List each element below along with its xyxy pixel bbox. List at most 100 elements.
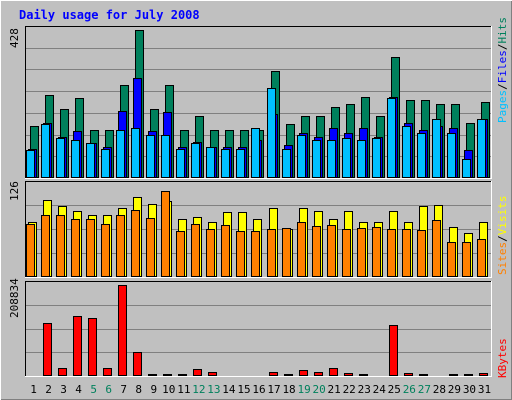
x-tick-label-day-2: 2 <box>45 383 52 396</box>
x-tick-label-day-12: 12 <box>192 383 205 396</box>
legend-separator: / <box>496 44 509 51</box>
bar-sites-day-15 <box>236 231 245 277</box>
x-tick-label-day-18: 18 <box>282 383 295 396</box>
bar-sites-day-4 <box>71 219 80 277</box>
bar-kbytes-day-17 <box>269 372 278 376</box>
legend-pages: Pages <box>496 90 509 123</box>
bar-kbytes-day-25 <box>389 325 398 376</box>
bar-sites-day-30 <box>462 242 471 277</box>
bar-pages-day-19 <box>297 135 306 178</box>
bar-kbytes-day-3 <box>58 368 67 376</box>
visits-sites-panel <box>25 181 492 278</box>
bar-sites-day-14 <box>221 225 230 277</box>
x-tick-label-day-19: 19 <box>297 383 310 396</box>
bar-pages-day-25 <box>387 98 396 178</box>
x-tick-label-day-9: 9 <box>150 383 157 396</box>
bar-pages-day-29 <box>447 133 456 178</box>
bar-pages-day-8 <box>131 128 140 178</box>
bar-pages-day-30 <box>462 159 471 178</box>
kbytes-panel <box>25 281 492 377</box>
x-tick-label-day-22: 22 <box>343 383 356 396</box>
bar-pages-day-20 <box>312 140 321 178</box>
x-tick-label-day-27: 27 <box>418 383 431 396</box>
bar-pages-day-7 <box>116 130 125 178</box>
bar-kbytes-day-5 <box>88 318 97 376</box>
legend-kbytes: KBytes <box>496 338 509 378</box>
bar-pages-day-4 <box>71 140 80 178</box>
bar-pages-day-14 <box>221 149 230 178</box>
bar-pages-day-11 <box>176 149 185 178</box>
x-tick-label-day-17: 17 <box>267 383 280 396</box>
bar-pages-day-22 <box>342 138 351 178</box>
bar-kbytes-day-10 <box>163 374 172 376</box>
bar-pages-day-10 <box>161 135 170 178</box>
bar-pages-day-21 <box>327 140 336 178</box>
bar-kbytes-day-20 <box>314 372 323 376</box>
bar-sites-day-21 <box>327 225 336 277</box>
bar-pages-day-31 <box>477 119 486 178</box>
x-tick-label-day-20: 20 <box>313 383 326 396</box>
legend-separator: / <box>496 235 509 242</box>
bar-kbytes-day-18 <box>284 374 293 376</box>
bar-kbytes-day-4 <box>73 316 82 376</box>
bar-sites-day-29 <box>447 242 456 277</box>
bar-kbytes-day-29 <box>449 374 458 376</box>
bar-sites-day-10 <box>161 191 170 277</box>
bar-kbytes-day-21 <box>329 368 338 376</box>
x-tick-label-day-31: 31 <box>478 383 491 396</box>
bar-sites-day-22 <box>342 229 351 277</box>
legend-hits-files-pages: Pages/Files/Hits <box>496 17 509 123</box>
x-tick-label-day-10: 10 <box>162 383 175 396</box>
bar-pages-day-5 <box>86 143 95 178</box>
hits-files-pages-panel <box>25 26 492 179</box>
bar-pages-day-27 <box>417 133 426 178</box>
legend-hits: Hits <box>496 17 509 44</box>
bar-kbytes-day-2 <box>43 323 52 376</box>
bar-pages-day-12 <box>191 143 200 178</box>
bar-pages-day-16 <box>251 128 260 178</box>
x-tick-label-day-4: 4 <box>75 383 82 396</box>
x-tick-label-day-14: 14 <box>222 383 236 396</box>
plot-area <box>25 281 491 376</box>
x-tick-label-day-15: 15 <box>237 383 250 396</box>
bar-sites-day-11 <box>176 231 185 277</box>
bar-kbytes-day-6 <box>103 368 112 376</box>
bar-pages-day-28 <box>432 119 441 178</box>
bar-kbytes-day-8 <box>133 352 142 376</box>
x-tick-label-day-6: 6 <box>105 383 112 396</box>
y-max-label-hits: 428 <box>8 28 21 48</box>
bar-pages-day-3 <box>56 138 65 178</box>
x-tick-label-day-11: 11 <box>177 383 190 396</box>
svg-text:Sites/Visits: Sites/Visits <box>496 196 509 276</box>
bar-sites-day-13 <box>206 229 215 277</box>
bar-sites-day-5 <box>86 219 95 277</box>
bar-kbytes-day-9 <box>148 374 157 376</box>
bar-pages-day-13 <box>206 147 215 178</box>
x-tick-label-day-13: 13 <box>207 383 220 396</box>
bar-sites-day-12 <box>191 224 200 277</box>
x-tick-label-day-8: 8 <box>135 383 142 396</box>
bar-sites-day-9 <box>146 218 155 277</box>
bar-pages-day-17 <box>267 88 276 178</box>
x-tick-label-day-23: 23 <box>358 383 371 396</box>
bar-sites-day-26 <box>402 229 411 277</box>
bar-pages-day-9 <box>146 135 155 178</box>
bar-pages-day-18 <box>282 149 291 178</box>
bar-sites-day-19 <box>297 222 306 277</box>
legend-kbytes-label: KBytes <box>496 338 509 378</box>
x-tick-label-day-26: 26 <box>403 383 416 396</box>
chart-title: Daily usage for July 2008 <box>19 8 200 22</box>
bar-kbytes-day-7 <box>118 285 127 376</box>
bar-sites-day-25 <box>387 229 396 277</box>
bar-sites-day-1 <box>26 224 35 277</box>
y-max-label-visits: 126 <box>8 181 21 201</box>
bar-kbytes-day-19 <box>299 370 308 376</box>
bar-sites-day-31 <box>477 239 486 277</box>
bar-sites-day-8 <box>131 210 140 277</box>
x-tick-label-day-1: 1 <box>30 383 37 396</box>
y-max-label-kbytes: 208834 <box>8 278 21 318</box>
bar-sites-day-24 <box>372 227 381 277</box>
bar-sites-day-23 <box>357 228 366 277</box>
x-tick-label-day-25: 25 <box>388 383 401 396</box>
